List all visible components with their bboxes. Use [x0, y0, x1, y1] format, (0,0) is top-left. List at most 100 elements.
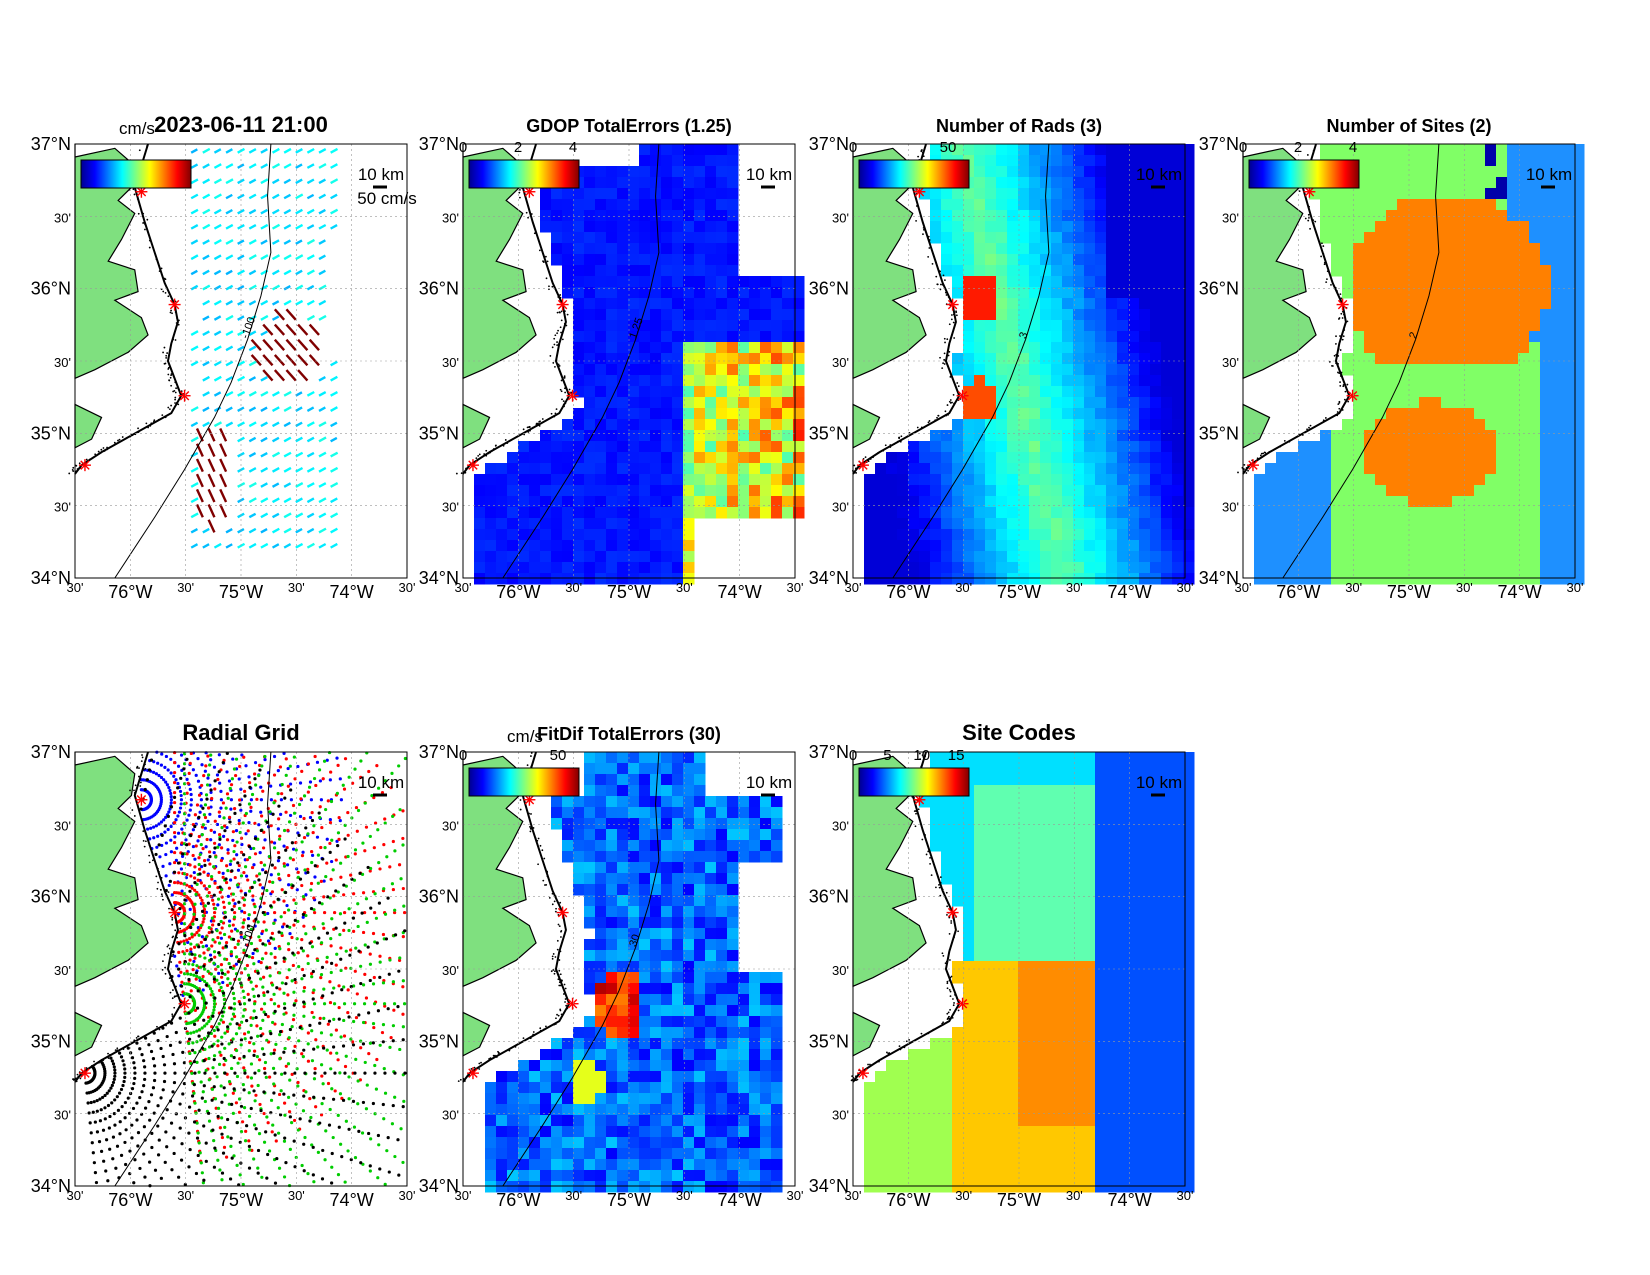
coast-dot — [477, 454, 480, 457]
data-cell — [930, 144, 942, 156]
data-cell — [985, 221, 997, 233]
radial-grid-point — [191, 828, 195, 832]
data-cell — [562, 265, 574, 277]
current-vector — [318, 254, 326, 261]
data-cell — [540, 551, 552, 563]
data-cell — [650, 518, 662, 530]
data-cell — [1106, 551, 1118, 563]
data-cell — [1029, 529, 1041, 541]
radial-grid-point — [252, 902, 256, 906]
data-cell — [771, 386, 783, 398]
radial-grid-point — [306, 954, 310, 958]
data-cell — [1095, 243, 1107, 255]
data-cell — [782, 419, 794, 431]
data-cell — [793, 452, 805, 464]
data-cell — [1485, 397, 1497, 409]
data-cell — [1117, 551, 1129, 563]
data-cell — [1419, 507, 1431, 519]
data-cell — [1117, 386, 1129, 398]
data-cell — [1507, 463, 1519, 475]
radial-grid-point — [157, 822, 161, 826]
data-cell — [1150, 573, 1162, 585]
coast-dot — [85, 458, 88, 461]
data-cell — [1161, 573, 1173, 585]
data-cell — [897, 496, 909, 508]
data-cell — [1408, 408, 1420, 420]
data-cell — [1441, 452, 1453, 464]
data-cell — [930, 485, 942, 497]
coast-dot — [928, 420, 931, 422]
data-cell — [705, 452, 717, 464]
data-cell — [650, 210, 662, 222]
coast-dot — [943, 337, 946, 340]
data-cell — [1029, 254, 1041, 266]
data-cell — [1496, 232, 1508, 244]
coast-dot — [1337, 348, 1340, 350]
data-cell — [661, 364, 673, 376]
radial-grid-point — [325, 837, 329, 841]
data-cell — [672, 309, 684, 321]
data-cell — [985, 331, 997, 343]
lat-tick-label: 36°N — [419, 279, 459, 299]
data-cell — [1485, 419, 1497, 431]
data-cell — [1485, 298, 1497, 310]
data-cell — [1474, 463, 1486, 475]
current-vector — [271, 315, 280, 321]
coast-dot — [937, 414, 940, 417]
coast-dot — [557, 296, 560, 298]
data-cell — [1106, 210, 1118, 222]
current-vector — [250, 354, 262, 367]
data-cell — [985, 529, 997, 541]
data-cell — [1540, 529, 1552, 541]
current-vector — [297, 354, 309, 367]
data-cell — [705, 441, 717, 453]
data-cell — [1073, 375, 1085, 387]
coast-dot — [106, 446, 108, 449]
current-vector — [219, 443, 228, 457]
coast-dot — [173, 389, 176, 392]
data-cell — [749, 276, 761, 288]
data-cell — [1150, 474, 1162, 486]
data-cell — [1183, 221, 1195, 233]
current-vector — [225, 330, 234, 337]
current-vector — [273, 308, 286, 321]
data-cell — [551, 496, 563, 508]
data-cell — [1397, 496, 1409, 508]
data-cell — [1529, 232, 1541, 244]
radial-grid-point — [280, 792, 284, 796]
coast-dot — [172, 338, 175, 341]
lat-tick-label: 30' — [1222, 500, 1239, 515]
data-cell — [1106, 353, 1118, 365]
data-cell — [1150, 232, 1162, 244]
current-vector — [248, 254, 257, 261]
data-cell — [1430, 287, 1442, 299]
radial-grid-point — [198, 810, 202, 814]
data-cell — [628, 276, 640, 288]
coast-dot — [525, 211, 528, 214]
data-cell — [1095, 375, 1107, 387]
data-cell — [1276, 573, 1288, 585]
data-cell — [1408, 375, 1420, 387]
data-cell — [963, 518, 975, 530]
data-cell — [1507, 276, 1519, 288]
radial-grid-point — [212, 919, 216, 923]
data-cell — [1562, 199, 1574, 211]
radial-grid-point — [224, 940, 229, 945]
data-cell — [952, 441, 964, 453]
coast-dot — [953, 402, 956, 405]
data-cell — [1342, 232, 1354, 244]
coast-dot — [939, 270, 942, 273]
data-cell — [930, 551, 942, 563]
data-cell — [1018, 320, 1030, 332]
data-cell — [1331, 254, 1343, 266]
coast-dot — [1343, 398, 1346, 401]
data-cell — [650, 155, 662, 167]
coast-dot — [1340, 375, 1343, 378]
data-cell — [694, 452, 706, 464]
data-cell — [1397, 309, 1409, 321]
data-cell — [1150, 397, 1162, 409]
radial-grid-point — [225, 864, 229, 868]
data-cell — [1364, 210, 1376, 222]
data-cell — [1353, 199, 1365, 211]
data-cell — [1452, 375, 1464, 387]
